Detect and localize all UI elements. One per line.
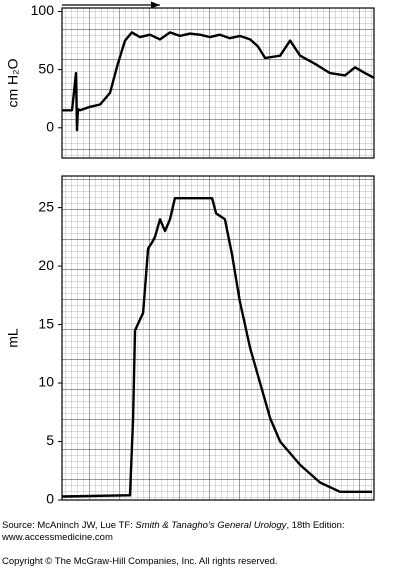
y-axis-label: mL <box>5 328 21 348</box>
chart: 0 50 100 cm H₂O 0 5 10 15 20 25 mL <box>5 1 375 507</box>
direction-arrow <box>62 1 160 9</box>
y-tick-label: 0 <box>46 118 54 134</box>
copyright: Copyright © The McGraw-Hill Companies, I… <box>2 556 278 567</box>
y-tick-label: 5 <box>46 432 54 448</box>
y-tick-label: 10 <box>38 374 54 390</box>
y-tick-label: 15 <box>38 315 54 331</box>
grid-coarse <box>62 176 374 500</box>
grid-coarse <box>62 8 374 158</box>
source-text: , 18th Edition: <box>286 520 345 531</box>
y-tick-label: 50 <box>38 60 54 76</box>
y-tick-label: 0 <box>46 491 54 507</box>
data-line <box>62 31 375 132</box>
source-title: Smith & Tanagho’s General Urology <box>135 520 287 531</box>
y-tick-label: 25 <box>38 198 54 214</box>
y-tick-label: 20 <box>38 257 54 273</box>
source-url: www.accessmedicine.com <box>2 532 113 543</box>
source: Source: McAninch JW, Lue TF: Smith & Tan… <box>2 520 345 544</box>
plot-frame <box>61 7 375 159</box>
source-text: Source: McAninch JW, Lue TF: <box>2 520 136 531</box>
plot-frame <box>61 175 375 501</box>
data-line <box>61 197 373 498</box>
y-axis-label: cm H₂O <box>5 58 21 107</box>
y-tick-label: 100 <box>31 2 55 18</box>
